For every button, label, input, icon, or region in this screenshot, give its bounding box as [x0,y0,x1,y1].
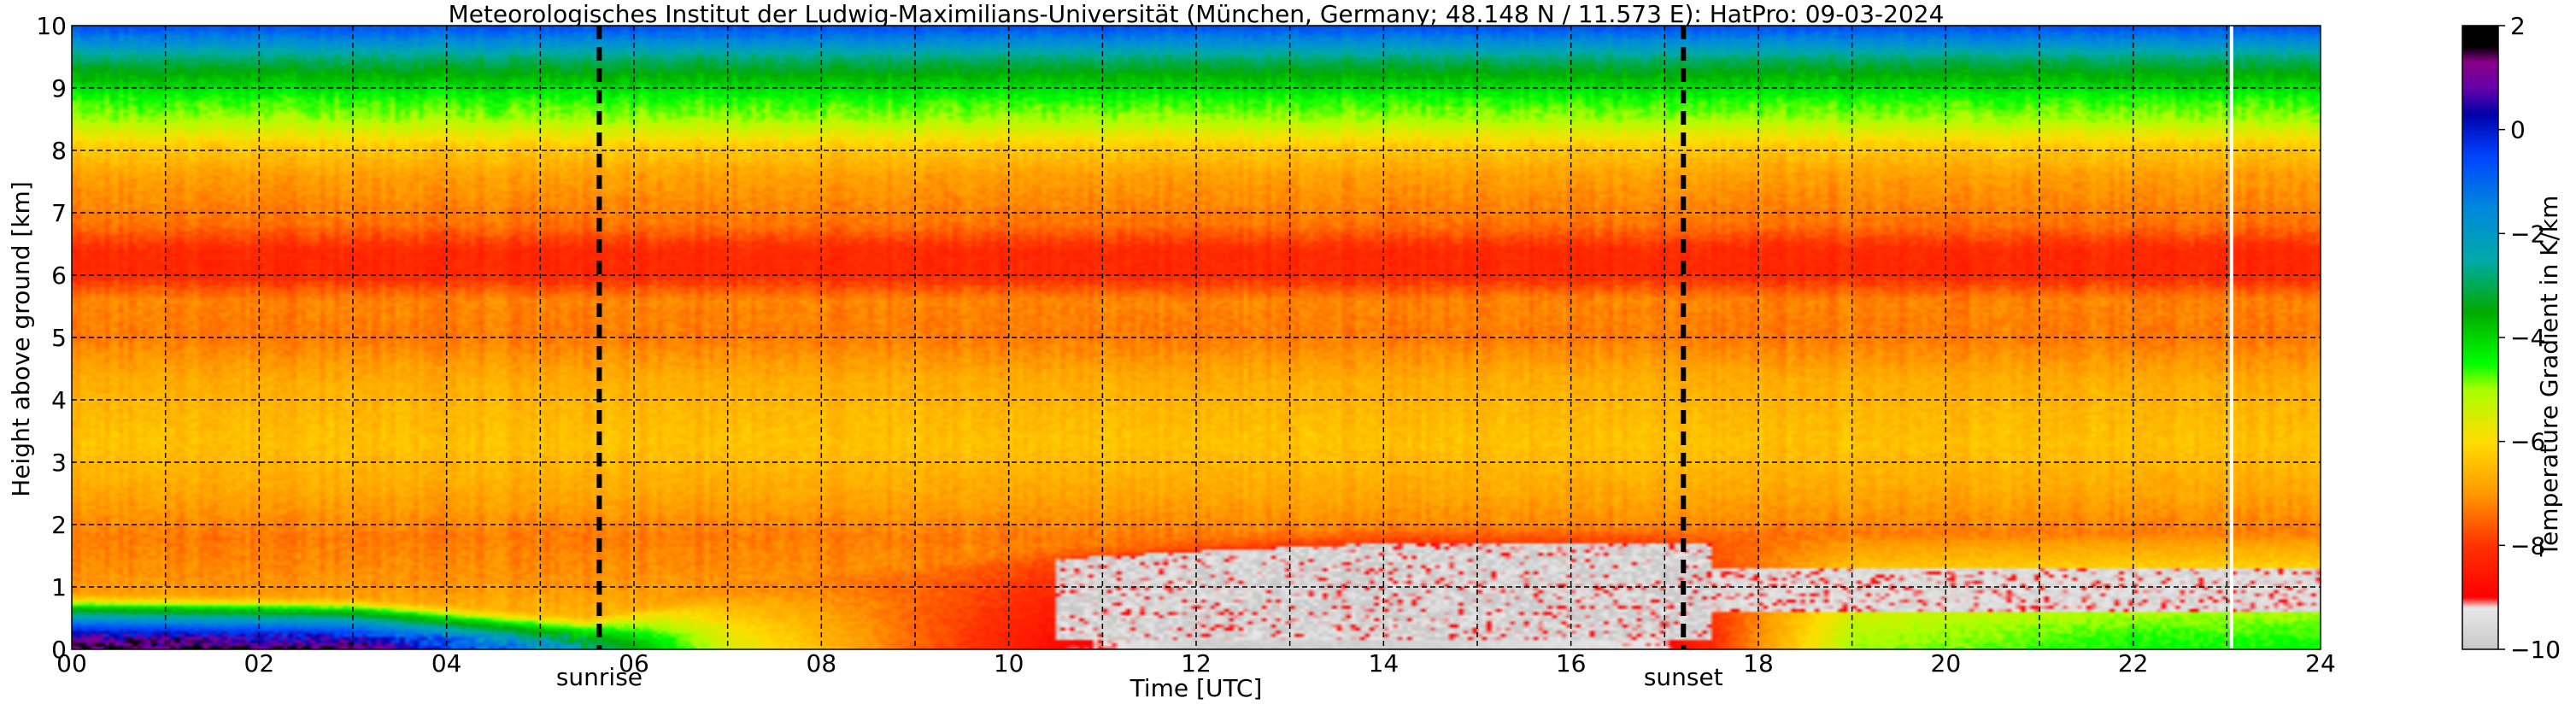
colorbar-label: Temperature Gradient in K/km [2535,196,2563,558]
colorbar-tick-label: 2 [2510,12,2526,40]
x-tick-label: 22 [2118,649,2149,678]
y-tick-label: 5 [51,324,67,352]
gridlines [72,26,2321,649]
y-axis-label: Height above ground [km] [7,181,35,497]
x-tick-label: 06 [619,649,649,678]
y-tick-label: 8 [51,137,67,165]
x-tick-label: 08 [807,649,837,678]
x-tick-label: 10 [994,649,1024,678]
y-tick-label: 10 [36,12,67,40]
y-tick-label: 6 [51,261,67,290]
x-tick-label: 02 [244,649,275,678]
x-tick-label: 12 [1181,649,1212,678]
event-lines [596,26,2233,649]
y-tick-label: 2 [51,511,67,539]
x-tick-label: 24 [2305,649,2336,678]
y-tick-label: 3 [51,449,67,477]
colorbar-tick-label: 0 [2510,116,2526,144]
colorbar-image [2462,26,2498,649]
x-axis-ticks: 00 02 04 06 08 10 12 14 16 18 20 22 24 [56,649,2336,678]
colorbar-tick-label: −10 [2510,636,2561,664]
colorbar-ticks: 2 0 −2 −4 −6 −8 −10 [2498,12,2561,664]
x-tick-label: 18 [1743,649,1774,678]
annotation-labels: sunrise sunset [556,663,1723,691]
y-tick-label: 7 [51,199,67,227]
plot-area [71,25,2321,650]
colorbar: 2 0 −2 −4 −6 −8 −10 Temperature Gradient in K/… [2462,12,2563,664]
y-tick-label: 0 [51,636,67,664]
x-tick-label: 00 [56,649,87,678]
x-tick-label: 04 [431,649,462,678]
colorbar-tick-label: −6 [2510,428,2545,456]
y-axis-ticks: 0 1 2 3 4 5 6 7 8 9 10 [36,12,67,664]
y-tick-label: 4 [51,386,67,414]
x-tick-label: 14 [1369,649,1399,678]
plot-frame [71,25,2321,650]
x-tick-label: 16 [1556,649,1587,678]
y-tick-label: 9 [51,74,67,103]
x-axis-label: Time [UTC] [1130,674,1263,702]
y-tick-label: 1 [51,573,67,601]
sunset-label: sunset [1644,663,1723,691]
x-tick-label: 20 [1931,649,1962,678]
colorbar-tick-label: −4 [2510,324,2545,352]
sunrise-label: sunrise [556,663,643,691]
colorbar-tick-label: −8 [2510,531,2545,560]
colorbar-tick-label: −2 [2510,220,2545,248]
chart-title: Meteorologisches Institut der Ludwig-Max… [449,0,1945,28]
